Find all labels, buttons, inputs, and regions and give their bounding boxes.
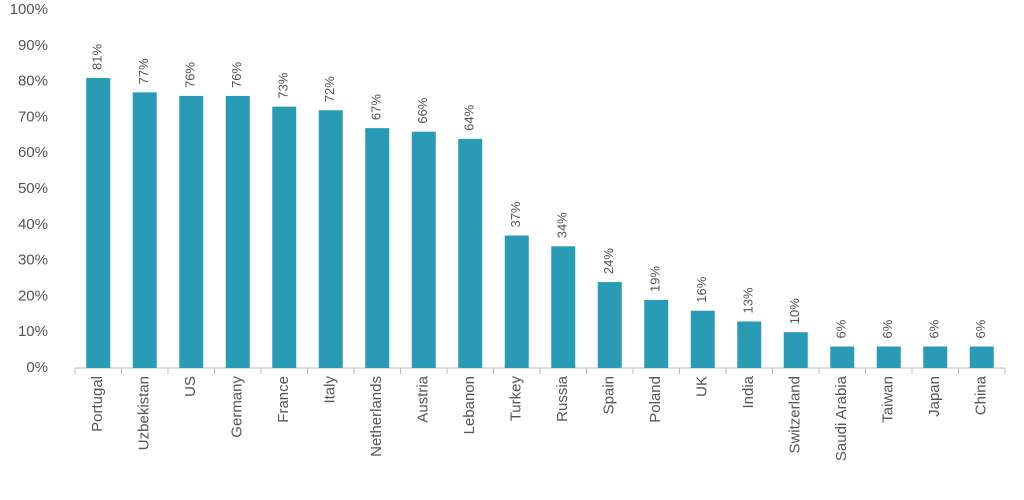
value-label: 72%: [322, 76, 337, 102]
bar: [969, 346, 994, 368]
bar: [132, 92, 157, 368]
value-label: 34%: [555, 212, 570, 238]
value-label: 6%: [973, 319, 988, 338]
value-label: 73%: [276, 72, 291, 98]
bar: [830, 346, 855, 368]
bar: [644, 299, 669, 368]
value-label: 76%: [183, 61, 198, 87]
x-tick-label: Saudi Arabia: [833, 375, 850, 461]
y-tick-label: 80%: [18, 73, 48, 90]
y-tick-label: 0%: [26, 359, 48, 376]
value-label: 6%: [834, 319, 849, 338]
bar: [551, 246, 576, 368]
y-tick-label: 100%: [10, 1, 48, 18]
y-tick-label: 40%: [18, 216, 48, 233]
y-tick-label: 30%: [18, 252, 48, 269]
x-tick-label: Germany: [229, 376, 246, 438]
x-tick-label: Switzerland: [787, 376, 804, 454]
value-label: 10%: [787, 298, 802, 324]
x-tick-label: China: [973, 375, 990, 415]
x-tick-label: Uzbekistan: [136, 376, 153, 450]
x-tick-label: Turkey: [508, 376, 525, 422]
x-tick-label: US: [182, 376, 199, 397]
value-label: 81%: [90, 44, 105, 70]
value-label: 6%: [927, 319, 942, 338]
x-tick-label: UK: [694, 376, 711, 397]
value-label: 67%: [369, 94, 384, 120]
value-label: 6%: [880, 319, 895, 338]
value-label: 66%: [415, 97, 430, 123]
x-tick-label: France: [275, 376, 292, 423]
x-tick-label: Russia: [554, 375, 571, 422]
x-tick-label: Poland: [647, 376, 664, 423]
x-tick-label: Austria: [415, 375, 432, 422]
bar: [737, 321, 762, 368]
bar: [597, 282, 622, 368]
value-label: 13%: [741, 287, 756, 313]
bar: [411, 131, 436, 368]
y-tick-label: 90%: [18, 37, 48, 54]
x-tick-label: Spain: [601, 376, 618, 414]
x-tick-label: Portugal: [89, 376, 106, 432]
x-tick-label: Lebanon: [461, 376, 478, 434]
bar: [458, 138, 483, 368]
bar: [783, 332, 808, 368]
y-tick-label: 50%: [18, 180, 48, 197]
bar: [318, 110, 343, 369]
value-label: 16%: [694, 276, 709, 302]
value-label: 19%: [648, 266, 663, 292]
x-tick-label: Italy: [322, 376, 339, 404]
y-tick-label: 20%: [18, 287, 48, 304]
value-label: 37%: [508, 201, 523, 227]
bar: [86, 78, 111, 369]
x-tick-label: Japan: [926, 376, 943, 417]
bar: [272, 106, 297, 368]
x-tick-label: Netherlands: [368, 376, 385, 457]
value-label: 77%: [136, 58, 151, 84]
bar: [179, 95, 204, 369]
bar: [504, 235, 529, 368]
y-tick-label: 10%: [18, 323, 48, 340]
value-label: 64%: [462, 104, 477, 130]
value-label: 76%: [229, 61, 244, 87]
y-tick-label: 70%: [18, 108, 48, 125]
y-tick-label: 60%: [18, 144, 48, 161]
x-tick-label: Taiwan: [880, 376, 897, 423]
x-tick-label: India: [740, 375, 757, 408]
bar: [876, 346, 901, 368]
bar: [923, 346, 948, 368]
bar: [365, 128, 390, 368]
bar: [690, 310, 715, 368]
bar: [225, 95, 250, 369]
value-label: 24%: [601, 248, 616, 274]
